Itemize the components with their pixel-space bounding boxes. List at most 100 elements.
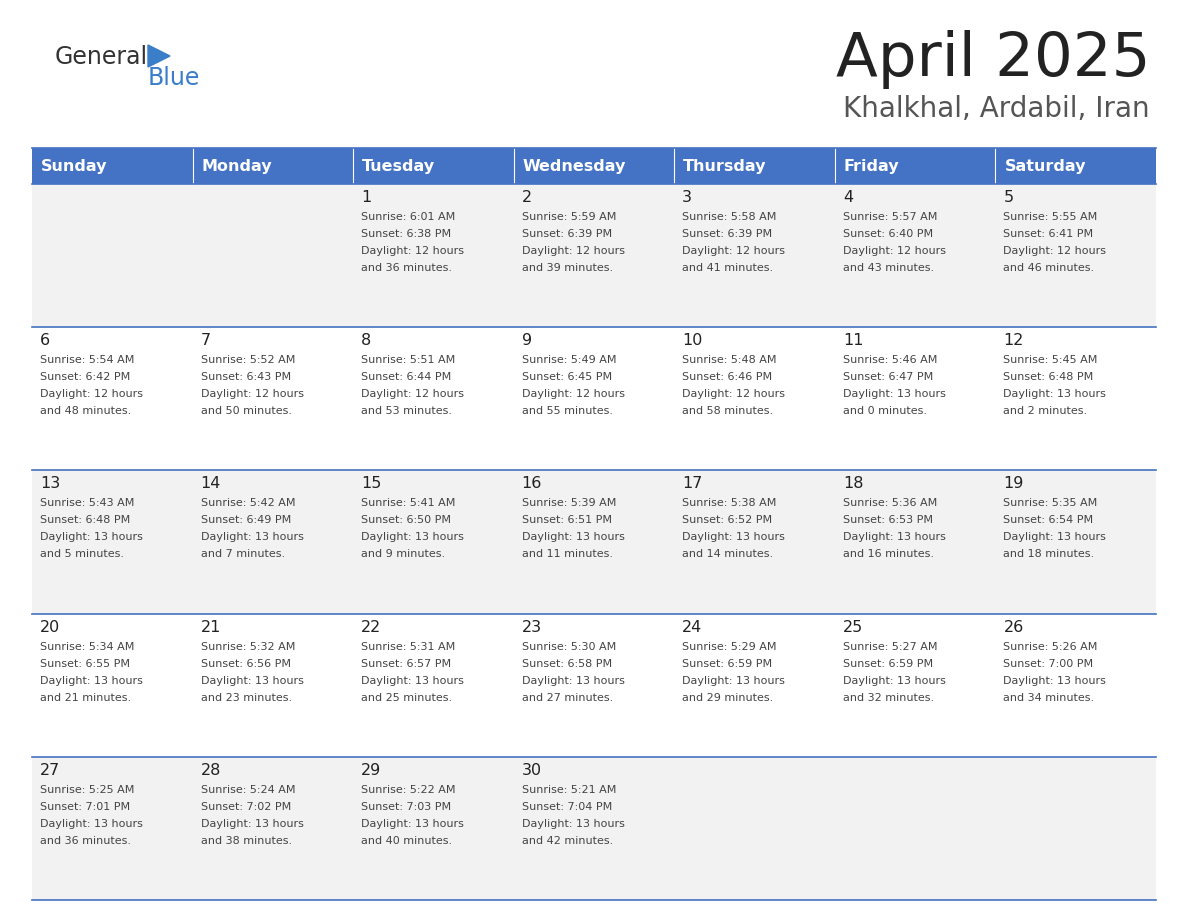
Text: 4: 4	[842, 190, 853, 205]
Text: and 27 minutes.: and 27 minutes.	[522, 692, 613, 702]
Text: Daylight: 13 hours: Daylight: 13 hours	[522, 676, 625, 686]
Text: 25: 25	[842, 620, 864, 634]
Text: Sunset: 6:49 PM: Sunset: 6:49 PM	[201, 515, 291, 525]
Text: Sunset: 6:41 PM: Sunset: 6:41 PM	[1004, 229, 1093, 239]
Text: Sunrise: 5:27 AM: Sunrise: 5:27 AM	[842, 642, 937, 652]
Text: Sunset: 6:48 PM: Sunset: 6:48 PM	[1004, 372, 1094, 382]
Text: Daylight: 13 hours: Daylight: 13 hours	[842, 532, 946, 543]
Text: 18: 18	[842, 476, 864, 491]
Text: and 5 minutes.: and 5 minutes.	[40, 549, 124, 559]
Text: 27: 27	[40, 763, 61, 778]
Text: Daylight: 12 hours: Daylight: 12 hours	[682, 246, 785, 256]
Text: Sunrise: 5:22 AM: Sunrise: 5:22 AM	[361, 785, 456, 795]
Text: Daylight: 13 hours: Daylight: 13 hours	[1004, 389, 1106, 399]
Bar	[32, 613, 1156, 756]
Text: Monday: Monday	[202, 159, 272, 174]
Text: 11: 11	[842, 333, 864, 348]
Text: 29: 29	[361, 763, 381, 778]
Text: Daylight: 13 hours: Daylight: 13 hours	[201, 676, 303, 686]
Text: and 36 minutes.: and 36 minutes.	[40, 835, 131, 845]
Text: 19: 19	[1004, 476, 1024, 491]
Text: Daylight: 13 hours: Daylight: 13 hours	[201, 819, 303, 829]
Text: Sunrise: 5:39 AM: Sunrise: 5:39 AM	[522, 498, 617, 509]
Text: 9: 9	[522, 333, 532, 348]
Text: and 25 minutes.: and 25 minutes.	[361, 692, 453, 702]
Text: Daylight: 13 hours: Daylight: 13 hours	[1004, 532, 1106, 543]
Text: Wednesday: Wednesday	[523, 159, 626, 174]
Text: Saturday: Saturday	[1004, 159, 1086, 174]
Text: Sunset: 7:00 PM: Sunset: 7:00 PM	[1004, 658, 1093, 668]
Polygon shape	[148, 45, 170, 67]
Text: and 55 minutes.: and 55 minutes.	[522, 406, 613, 416]
Text: Sunset: 6:44 PM: Sunset: 6:44 PM	[361, 372, 451, 382]
Text: Sunrise: 5:26 AM: Sunrise: 5:26 AM	[1004, 642, 1098, 652]
Text: Sunrise: 5:45 AM: Sunrise: 5:45 AM	[1004, 355, 1098, 365]
Text: Blue: Blue	[148, 66, 201, 90]
Text: 22: 22	[361, 620, 381, 634]
Text: Sunrise: 5:42 AM: Sunrise: 5:42 AM	[201, 498, 295, 509]
Text: Daylight: 13 hours: Daylight: 13 hours	[40, 676, 143, 686]
Text: Sunset: 6:43 PM: Sunset: 6:43 PM	[201, 372, 291, 382]
Text: Daylight: 13 hours: Daylight: 13 hours	[361, 532, 465, 543]
Text: Daylight: 13 hours: Daylight: 13 hours	[522, 819, 625, 829]
Text: Sunday: Sunday	[42, 159, 107, 174]
Text: and 21 minutes.: and 21 minutes.	[40, 692, 131, 702]
Text: 15: 15	[361, 476, 381, 491]
Text: Sunrise: 6:01 AM: Sunrise: 6:01 AM	[361, 212, 455, 222]
Text: and 43 minutes.: and 43 minutes.	[842, 263, 934, 273]
Text: 17: 17	[682, 476, 702, 491]
Text: 26: 26	[1004, 620, 1024, 634]
Text: Tuesday: Tuesday	[362, 159, 435, 174]
Text: 28: 28	[201, 763, 221, 778]
Text: Sunset: 6:48 PM: Sunset: 6:48 PM	[40, 515, 131, 525]
Text: Sunset: 6:45 PM: Sunset: 6:45 PM	[522, 372, 612, 382]
Text: 10: 10	[682, 333, 702, 348]
Text: 2: 2	[522, 190, 532, 205]
Text: 3: 3	[682, 190, 693, 205]
Text: Sunrise: 5:38 AM: Sunrise: 5:38 AM	[682, 498, 777, 509]
Text: Sunrise: 5:57 AM: Sunrise: 5:57 AM	[842, 212, 937, 222]
Text: Sunset: 6:52 PM: Sunset: 6:52 PM	[682, 515, 772, 525]
Bar	[32, 184, 1156, 327]
Text: Daylight: 13 hours: Daylight: 13 hours	[522, 532, 625, 543]
Text: and 18 minutes.: and 18 minutes.	[1004, 549, 1094, 559]
Text: and 7 minutes.: and 7 minutes.	[201, 549, 285, 559]
Text: Daylight: 13 hours: Daylight: 13 hours	[1004, 676, 1106, 686]
Text: Sunset: 6:55 PM: Sunset: 6:55 PM	[40, 658, 129, 668]
Text: Daylight: 13 hours: Daylight: 13 hours	[842, 676, 946, 686]
Text: Sunset: 6:51 PM: Sunset: 6:51 PM	[522, 515, 612, 525]
Text: Daylight: 12 hours: Daylight: 12 hours	[201, 389, 304, 399]
Text: 12: 12	[1004, 333, 1024, 348]
Text: Sunrise: 5:21 AM: Sunrise: 5:21 AM	[522, 785, 617, 795]
Text: Sunset: 7:02 PM: Sunset: 7:02 PM	[201, 801, 291, 812]
Bar	[353, 148, 513, 184]
Text: Sunrise: 5:55 AM: Sunrise: 5:55 AM	[1004, 212, 1098, 222]
Text: and 32 minutes.: and 32 minutes.	[842, 692, 934, 702]
Text: Daylight: 13 hours: Daylight: 13 hours	[682, 676, 785, 686]
Text: Daylight: 12 hours: Daylight: 12 hours	[361, 389, 465, 399]
Text: 14: 14	[201, 476, 221, 491]
Text: Daylight: 12 hours: Daylight: 12 hours	[522, 389, 625, 399]
Text: Sunset: 6:56 PM: Sunset: 6:56 PM	[201, 658, 291, 668]
Text: and 50 minutes.: and 50 minutes.	[201, 406, 291, 416]
Text: Daylight: 12 hours: Daylight: 12 hours	[361, 246, 465, 256]
Text: Sunset: 6:50 PM: Sunset: 6:50 PM	[361, 515, 451, 525]
Text: Sunset: 7:04 PM: Sunset: 7:04 PM	[522, 801, 612, 812]
Text: 21: 21	[201, 620, 221, 634]
Text: and 34 minutes.: and 34 minutes.	[1004, 692, 1094, 702]
Text: and 38 minutes.: and 38 minutes.	[201, 835, 292, 845]
Text: and 23 minutes.: and 23 minutes.	[201, 692, 292, 702]
Text: Sunrise: 5:34 AM: Sunrise: 5:34 AM	[40, 642, 134, 652]
Text: Daylight: 12 hours: Daylight: 12 hours	[682, 389, 785, 399]
Text: 7: 7	[201, 333, 210, 348]
Text: Sunset: 6:39 PM: Sunset: 6:39 PM	[522, 229, 612, 239]
Text: and 58 minutes.: and 58 minutes.	[682, 406, 773, 416]
Text: Sunrise: 5:35 AM: Sunrise: 5:35 AM	[1004, 498, 1098, 509]
Text: Sunset: 6:47 PM: Sunset: 6:47 PM	[842, 372, 933, 382]
Bar	[192, 148, 353, 184]
Text: Sunset: 6:54 PM: Sunset: 6:54 PM	[1004, 515, 1093, 525]
Text: 8: 8	[361, 333, 372, 348]
Text: Sunset: 6:57 PM: Sunset: 6:57 PM	[361, 658, 451, 668]
Text: 5: 5	[1004, 190, 1013, 205]
Text: Daylight: 13 hours: Daylight: 13 hours	[40, 532, 143, 543]
